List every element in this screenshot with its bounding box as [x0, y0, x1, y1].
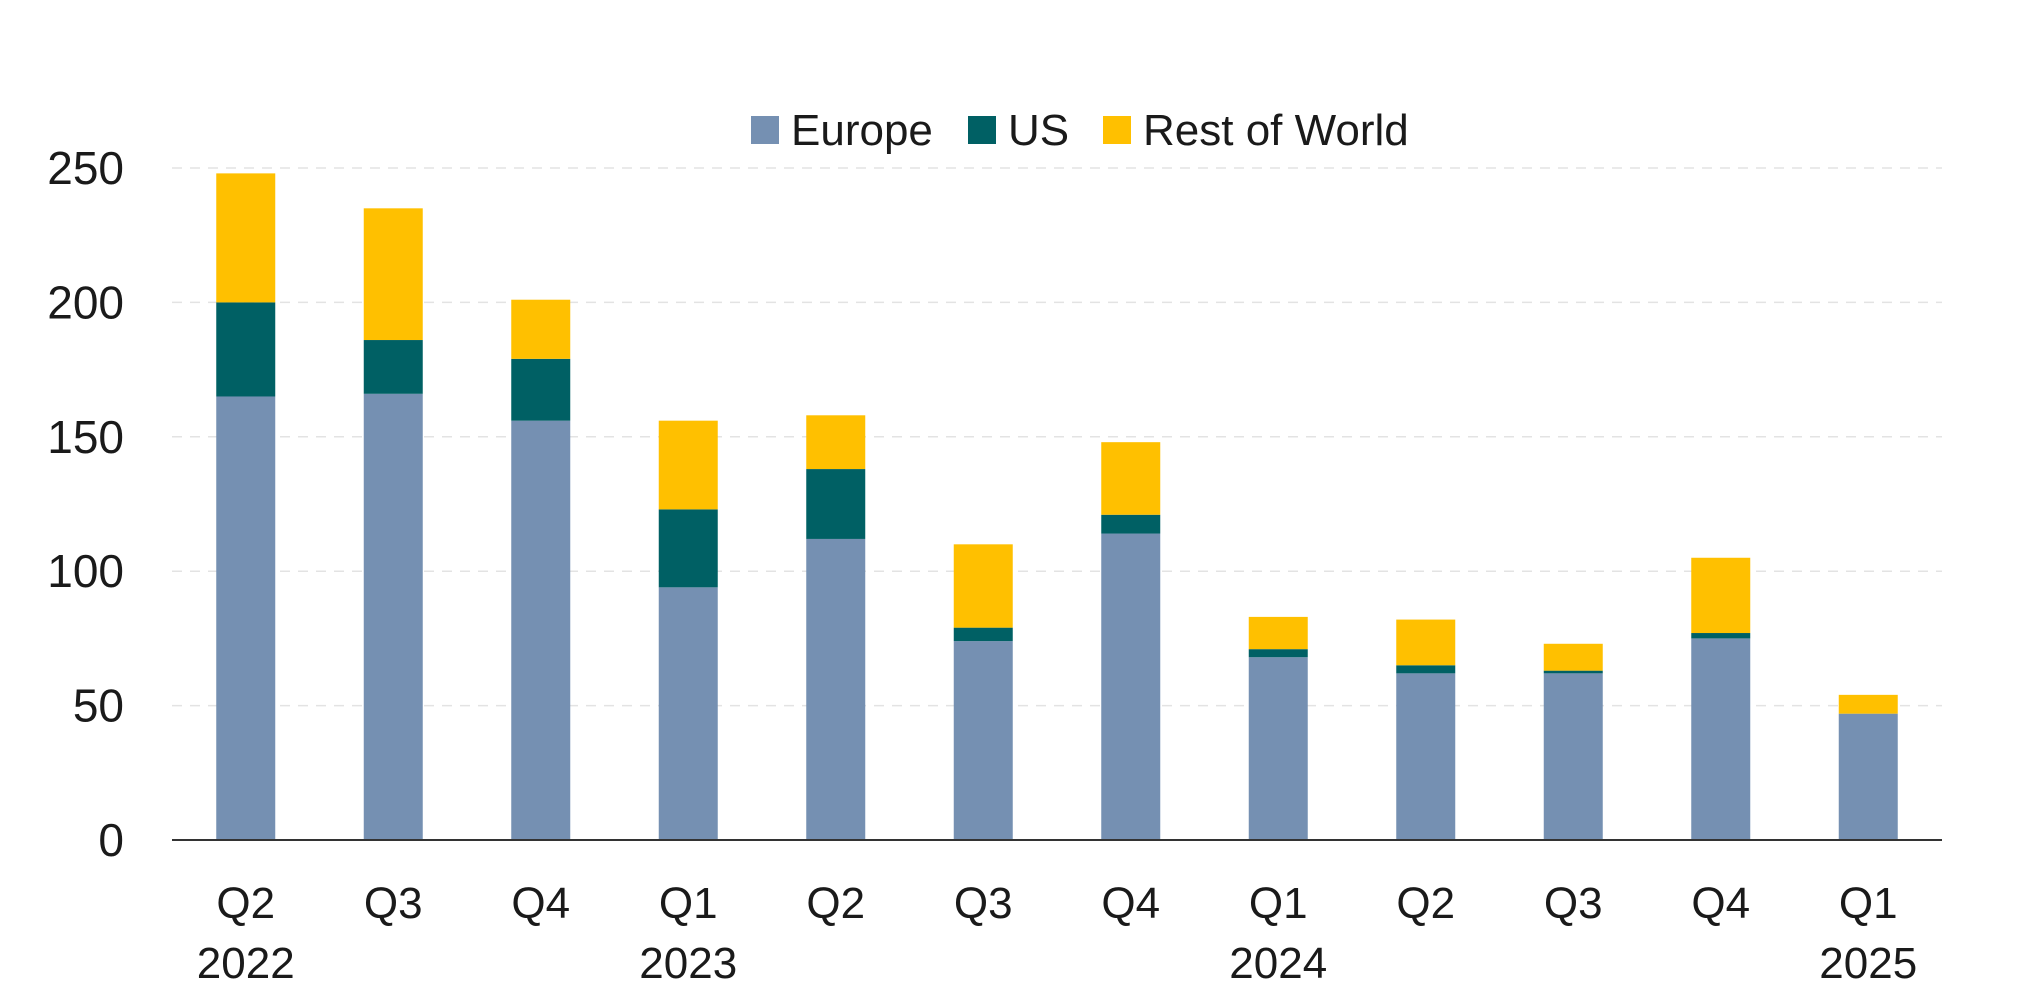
y-tick-label: 200 [47, 276, 124, 328]
legend-label: US [1008, 106, 1069, 155]
bar-segment-europe [806, 538, 866, 840]
x-tick-label-quarter: Q2 [1396, 879, 1455, 928]
x-tick-label-year: 2023 [639, 939, 737, 988]
x-tick-label-year: 2022 [197, 939, 295, 988]
x-tick-label-quarter: Q2 [216, 879, 275, 928]
bar-segment-europe [658, 587, 718, 840]
bar-segment-europe [1396, 673, 1456, 840]
x-tick-label-year: 2024 [1229, 939, 1327, 988]
bar-segment-rest-of-world [1838, 694, 1898, 714]
x-tick-label-quarter: Q4 [511, 879, 570, 928]
legend-label: Rest of World [1143, 106, 1409, 155]
legend-item-us: US [968, 106, 1069, 155]
y-tick-label: 0 [98, 814, 124, 866]
x-tick-label-year: 2025 [1819, 939, 1917, 988]
bar-segment-us [511, 358, 571, 421]
y-tick-label: 150 [47, 411, 124, 463]
bar-segment-us [806, 469, 866, 539]
legend-item-rest-of-world: Rest of World [1103, 106, 1409, 155]
bar-segment-rest-of-world [1691, 557, 1751, 634]
bar-segment-rest-of-world [658, 420, 718, 510]
y-tick-label: 50 [73, 680, 124, 732]
bar-segment-us [216, 302, 276, 397]
bar-segment-us [658, 509, 718, 588]
gridlines [172, 167, 1942, 707]
x-tick-label-quarter: Q4 [1691, 879, 1750, 928]
bar-segment-rest-of-world [363, 208, 423, 341]
bar-segment-us [953, 627, 1013, 642]
bar-segment-us [1543, 670, 1603, 674]
bar-segment-rest-of-world [953, 544, 1013, 628]
x-tick-label-quarter: Q3 [1544, 879, 1603, 928]
legend-item-europe: Europe [751, 106, 933, 155]
bar-segment-rest-of-world [806, 415, 866, 470]
bar-segment-europe [1543, 673, 1603, 840]
x-tick-label-quarter: Q3 [364, 879, 423, 928]
x-axis-tick-labels: Q2 2022 Q3 Q4 Q1 2023 Q2 Q3 Q4 Q1 2024 Q2 Q3 Q4 Q1 2025 [197, 879, 1917, 988]
bar-segment-rest-of-world [1101, 442, 1161, 515]
bar-segment-us [1396, 665, 1456, 674]
x-tick-label-quarter: Q1 [1839, 879, 1898, 928]
y-axis-tick-labels: 0 50 100 150 200 250 [47, 142, 124, 866]
legend-swatch [1103, 116, 1131, 144]
bar-segment-us [1101, 514, 1161, 534]
x-tick-label-quarter: Q2 [806, 879, 865, 928]
bar-segment-rest-of-world [511, 299, 571, 359]
x-tick-label-quarter: Q3 [954, 879, 1013, 928]
bar-segment-europe [1248, 657, 1308, 840]
bar-segment-us [1248, 649, 1308, 658]
bar-segment-europe [216, 396, 276, 840]
bar-segment-europe [953, 641, 1013, 840]
y-tick-label: 100 [47, 545, 124, 597]
bar-segment-rest-of-world [1543, 643, 1603, 671]
bar-segment-europe [363, 393, 423, 840]
legend-swatch [751, 116, 779, 144]
legend-swatch [968, 116, 996, 144]
y-tick-label: 250 [47, 142, 124, 194]
x-tick-label-quarter: Q1 [1249, 879, 1308, 928]
bar-segment-us [363, 340, 423, 394]
bar-segment-europe [1691, 638, 1751, 840]
bar-segment-rest-of-world [1248, 616, 1308, 650]
bar-segment-rest-of-world [1396, 619, 1456, 666]
x-tick-label-quarter: Q1 [659, 879, 718, 928]
bar-segment-us [1691, 633, 1751, 639]
bar-segment-europe [511, 420, 571, 840]
bars [216, 173, 1898, 840]
bar-segment-europe [1101, 533, 1161, 840]
bar-segment-europe [1838, 713, 1898, 840]
legend: Europe US Rest of World [751, 106, 1409, 155]
bar-segment-rest-of-world [216, 173, 276, 303]
x-tick-label-quarter: Q4 [1101, 879, 1160, 928]
legend-label: Europe [791, 106, 933, 155]
